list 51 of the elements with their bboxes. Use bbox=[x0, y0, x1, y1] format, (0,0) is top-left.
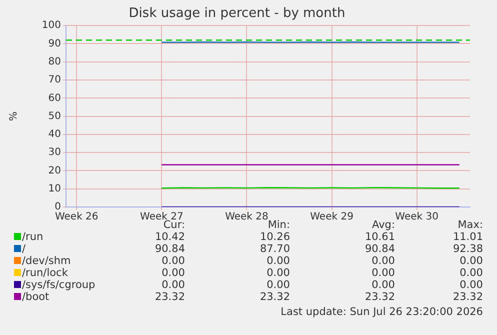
text: 11.01 bbox=[452, 231, 483, 243]
legend-label: /dev/shm bbox=[21, 255, 71, 267]
x-tick-label: Week 30 bbox=[395, 212, 438, 223]
text: 0.00 bbox=[266, 279, 290, 291]
chart-title: Disk usage in percent - by month bbox=[128, 6, 346, 22]
y-tick-label: 20 bbox=[48, 165, 61, 176]
text: Last update: Sun Jul 26 23:20:00 2026 bbox=[280, 306, 483, 318]
legend-label: /sys/fs/cgroup bbox=[21, 279, 96, 291]
text: 23.32 bbox=[452, 291, 483, 303]
text: 0.00 bbox=[372, 279, 395, 291]
x-tick-label: Week 26 bbox=[54, 212, 98, 223]
text: Avg: bbox=[372, 219, 395, 231]
x-tick-label: Week 29 bbox=[310, 212, 354, 223]
legend-label: /run/lock bbox=[21, 267, 68, 279]
y-tick-label: 70 bbox=[48, 74, 61, 86]
y-tick-label: 40 bbox=[48, 129, 61, 140]
text: 90.84 bbox=[364, 243, 395, 255]
text: 23.32 bbox=[364, 291, 395, 303]
legend-label: /boot bbox=[21, 291, 50, 303]
text: 0.00 bbox=[460, 255, 483, 267]
x-tick-label: Week 28 bbox=[225, 212, 268, 223]
legend-label: / bbox=[21, 243, 26, 255]
legend-label: /run bbox=[21, 231, 44, 243]
text: 0.00 bbox=[266, 255, 290, 267]
text: 0.00 bbox=[460, 267, 483, 279]
text: 92.38 bbox=[452, 243, 483, 255]
text: 0.00 bbox=[162, 267, 185, 279]
text: 23.32 bbox=[260, 291, 290, 303]
y-tick-label: 60 bbox=[48, 92, 61, 104]
text: Max: bbox=[458, 219, 483, 231]
text: 10.42 bbox=[154, 231, 185, 243]
text: 0.00 bbox=[162, 255, 185, 267]
text: Min: bbox=[268, 219, 290, 231]
y-tick-label: 10 bbox=[48, 183, 61, 194]
y-tick-label: 30 bbox=[48, 147, 61, 158]
text: 90.84 bbox=[154, 243, 185, 255]
text: 0.00 bbox=[460, 279, 483, 291]
text: 0.00 bbox=[372, 255, 395, 267]
y-tick-label: 80 bbox=[48, 56, 61, 68]
text: 87.70 bbox=[260, 243, 290, 255]
y-tick-label: 100 bbox=[42, 20, 61, 32]
y-tick-label: 90 bbox=[48, 38, 61, 50]
text: 10.26 bbox=[260, 231, 290, 243]
text: 23.32 bbox=[154, 291, 185, 303]
text: 0.00 bbox=[266, 267, 290, 279]
y-tick-label: 0 bbox=[54, 202, 61, 213]
y-axis-title: % bbox=[8, 112, 20, 122]
text: 0.00 bbox=[372, 267, 395, 279]
text: 10.61 bbox=[364, 231, 395, 243]
y-tick-label: 50 bbox=[48, 110, 61, 122]
text: 0.00 bbox=[162, 279, 185, 291]
